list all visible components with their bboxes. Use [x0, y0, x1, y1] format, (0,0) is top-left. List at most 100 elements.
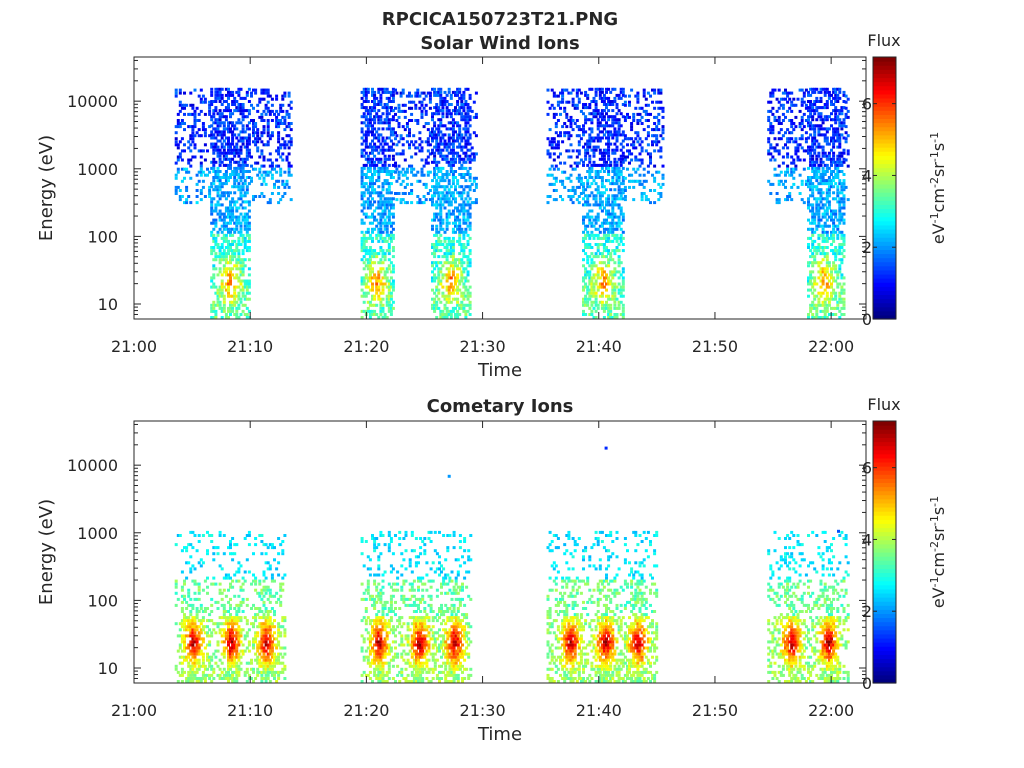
heatmap-cell: [840, 154, 844, 158]
heatmap-cell: [243, 145, 247, 149]
heatmap-cell: [823, 93, 827, 97]
heatmap-cell: [206, 167, 209, 171]
heatmap-cell: [613, 227, 617, 231]
heatmap-cell: [456, 206, 460, 210]
heatmap-cell: [449, 264, 453, 268]
heatmap-cell: [454, 230, 457, 234]
heatmap-cell: [439, 233, 443, 237]
heatmap-cell: [231, 303, 235, 307]
heatmap-cell: [233, 215, 237, 219]
heatmap-cell: [408, 131, 411, 135]
heatmap-cell: [607, 209, 611, 213]
heatmap-cell: [375, 130, 379, 134]
heatmap-cell: [237, 249, 241, 253]
heatmap-cell: [827, 185, 831, 189]
heatmap-cell: [210, 87, 214, 91]
heatmap-cell: [838, 230, 842, 234]
heatmap-cell: [239, 157, 243, 161]
heatmap-cell: [435, 203, 439, 207]
heatmap-cell: [229, 273, 232, 277]
heatmap-cell: [422, 125, 426, 129]
heatmap-cell: [454, 206, 457, 210]
heatmap-cell: [611, 194, 615, 198]
heatmap-cell: [834, 96, 838, 100]
heatmap-cell: [621, 218, 625, 222]
heatmap-cell: [462, 309, 466, 313]
heatmap-cell: [277, 192, 281, 195]
heatmap-cell: [623, 185, 627, 189]
heatmap-cell: [840, 276, 844, 280]
heatmap-cell: [191, 131, 195, 135]
heatmap-cell: [445, 112, 449, 116]
heatmap-cell: [592, 163, 596, 167]
heatmap-cell: [462, 93, 466, 97]
heatmap-cell: [466, 255, 470, 259]
heatmap-cell: [834, 264, 838, 268]
heatmap-cell: [792, 140, 796, 144]
heatmap-cell: [231, 151, 235, 155]
heatmap-cell: [229, 148, 232, 152]
heatmap-cell: [433, 173, 437, 176]
heatmap-cell: [830, 243, 833, 246]
heatmap-cell: [243, 294, 247, 298]
heatmap-cell: [220, 112, 224, 116]
heatmap-cell: [387, 121, 391, 125]
heatmap-cell: [619, 236, 623, 240]
heatmap-cell: [809, 194, 813, 198]
heatmap-cell: [254, 195, 258, 198]
heatmap-cell: [366, 276, 370, 280]
heatmap-cell: [600, 221, 604, 225]
heatmap-cell: [588, 313, 592, 316]
heatmap-cell: [563, 185, 567, 189]
heatmap-cell: [239, 243, 243, 246]
heatmap-cell: [233, 154, 237, 158]
heatmap-cell: [454, 224, 457, 228]
heatmap-cell: [231, 218, 235, 222]
heatmap-cell: [414, 119, 418, 122]
heatmap-cell: [364, 252, 368, 256]
heatmap-cell: [813, 160, 817, 164]
heatmap-cell: [615, 182, 619, 186]
heatmap-cell: [458, 212, 462, 216]
heatmap-cell: [391, 249, 395, 253]
heatmap-cell: [222, 252, 226, 256]
heatmap-cell: [588, 215, 592, 219]
heatmap-cell: [832, 179, 836, 183]
heatmap-cell: [838, 246, 842, 249]
heatmap-cell: [794, 103, 798, 107]
heatmap-cell: [567, 134, 571, 138]
heatmap-cell: [189, 103, 193, 107]
heatmap-cell: [548, 182, 552, 186]
heatmap-cell: [582, 127, 585, 131]
heatmap-cell: [825, 118, 829, 122]
heatmap-cell: [433, 279, 437, 283]
heatmap-cell: [813, 176, 817, 179]
heatmap-cell: [582, 112, 585, 116]
heatmap-cell: [775, 119, 779, 122]
heatmap-cell: [661, 115, 665, 119]
heatmap-cell: [825, 218, 829, 222]
heatmap-cell: [237, 118, 241, 122]
heatmap-cell: [216, 87, 220, 91]
heatmap-cell: [456, 258, 460, 262]
heatmap-cell: [832, 306, 836, 310]
heatmap-cell: [222, 306, 226, 310]
heatmap-cell: [216, 170, 220, 173]
heatmap-cell: [607, 294, 611, 298]
heatmap-cell: [243, 191, 247, 195]
heatmap-cell: [389, 282, 393, 286]
heatmap-cell: [212, 209, 216, 213]
heatmap-cell: [588, 166, 592, 170]
heatmap-cell: [811, 203, 815, 207]
heatmap-cell: [817, 182, 821, 186]
heatmap-cell: [224, 157, 228, 161]
heatmap-cell: [178, 125, 182, 129]
heatmap-cell: [468, 115, 472, 119]
heatmap-cell: [464, 133, 468, 137]
heatmap-cell: [649, 94, 652, 98]
heatmap-cell: [575, 198, 579, 202]
heatmap-cell: [252, 134, 255, 138]
heatmap-cell: [385, 227, 389, 231]
heatmap-cell: [657, 149, 661, 153]
heatmap-cell: [212, 236, 216, 240]
